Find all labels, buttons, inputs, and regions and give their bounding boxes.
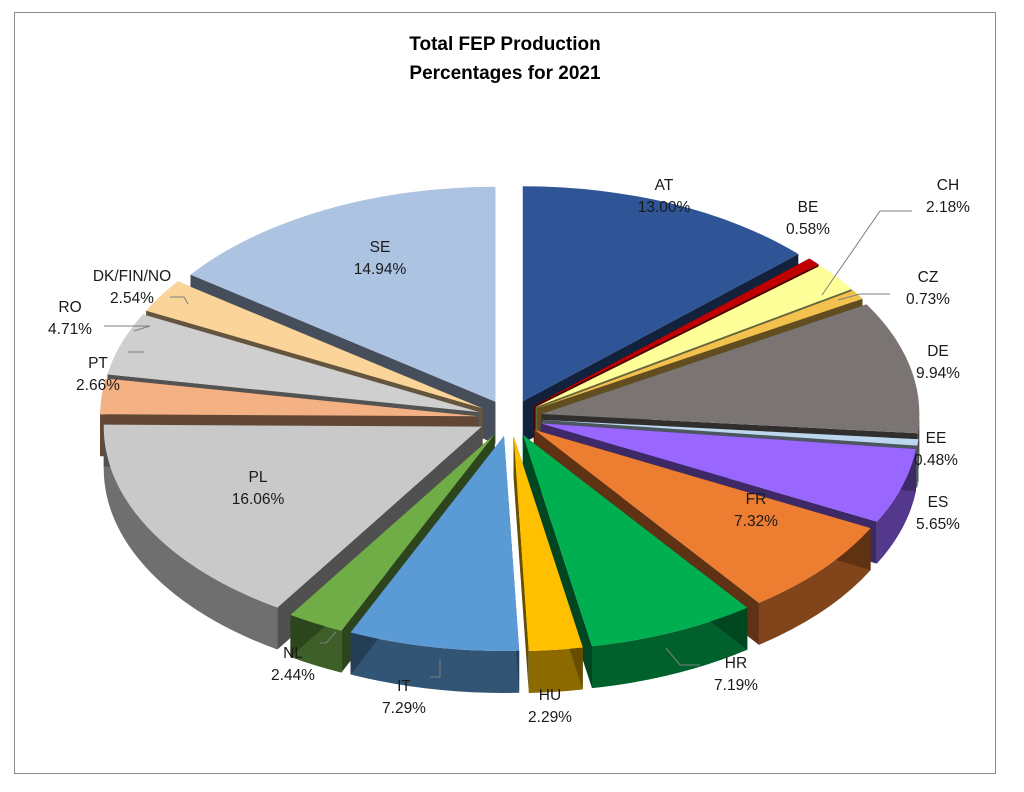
leader-line-cz [837,293,890,301]
data-label-value-hr: 7.19% [714,677,758,694]
data-label-value-pl: 16.06% [232,491,285,508]
data-label-name-ee: EE [926,430,947,447]
pie-slice-hr [522,434,748,689]
pie-slice-top [103,424,482,608]
pie-slice-top [535,265,852,407]
data-label-value-ee: 0.48% [914,452,958,469]
pie-slice-top [100,378,479,417]
pie-slice-top [146,281,483,409]
leader-line-ro [104,325,151,332]
data-label-value-cz: 0.73% [906,291,950,308]
pie-slice-top [522,186,799,402]
data-label-value-de: 9.94% [916,365,960,382]
pie-slice-side [592,607,748,689]
data-label-value-it: 7.29% [382,700,426,717]
leader-line-ee [885,424,914,433]
data-label-value-ro: 4.71% [48,321,92,338]
data-label-value-es: 5.65% [916,516,960,533]
data-label-name-hr: HR [725,655,747,672]
data-label-value-ch: 2.18% [926,199,970,216]
pie-slice-it [350,435,520,693]
pie-slice-top [107,314,480,413]
pie-slice-top [537,290,863,409]
data-label-name-de: DE [927,343,949,360]
data-label-value-nl: 2.44% [271,667,315,684]
pie-slice-top [533,258,819,406]
data-label-name-nl: NL [283,645,303,662]
data-label-value-be: 0.58% [786,221,830,238]
data-label-name-hu: HU [539,687,561,704]
pie-slice-wall [513,436,529,693]
data-label-value-fr: 7.32% [734,513,778,530]
pie-slice-side [876,449,916,564]
pie-slice-hu [513,436,583,693]
leader-line-dk-fin-no [170,296,189,305]
data-label-name-be: BE [798,199,819,216]
leader-line-it [430,660,441,678]
leader-line-hr [665,647,700,666]
pie-slice-side [528,647,583,693]
chart-title-line-1: Total FEP Production [409,34,600,55]
data-label-value-se: 14.94% [354,261,407,278]
pie-slice-top [534,429,871,603]
pie-slice-top [541,419,919,446]
data-label-name-ro: RO [58,299,81,316]
pie-slice-side [103,426,278,650]
data-label-name-cz: CZ [918,269,939,286]
data-label-name-se: SE [370,239,391,256]
chart-title-line-2: Percentages for 2021 [409,63,601,84]
data-label-name-fr: FR [746,491,767,508]
pie-slice-top [540,423,916,522]
data-label-value-hu: 2.29% [528,709,572,726]
pie-slice-top [522,434,748,647]
data-label-name-it: IT [397,678,411,695]
data-label-name-dk-fin-no: DK/FIN/NO [93,268,171,285]
pie-slice-top [513,436,583,651]
pie-slice-top [350,435,520,651]
data-label-name-pt: PT [88,355,108,372]
leader-line-nl [320,631,337,644]
data-label-value-dk-fin-no: 2.54% [110,290,154,307]
data-label-value-at: 13.00% [638,199,691,216]
data-label-name-at: AT [655,177,674,194]
pie-slice-top [190,186,496,402]
data-label-name-pl: PL [249,469,268,486]
data-label-name-ch: CH [937,177,959,194]
data-label-name-es: ES [928,494,949,511]
leader-line-ch [821,210,912,296]
data-label-value-pt: 2.66% [76,377,120,394]
pie-slice-side [350,632,520,693]
pie-slice-top [290,434,495,631]
pie-slice-top [541,304,920,434]
